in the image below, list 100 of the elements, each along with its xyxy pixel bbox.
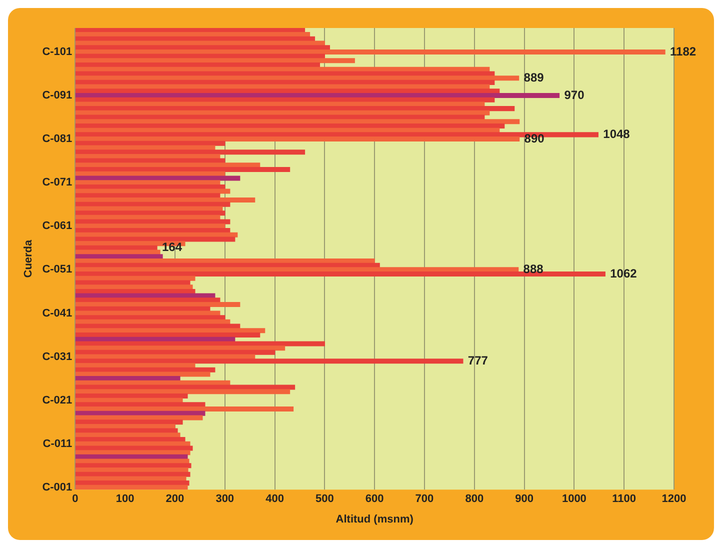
bar: [75, 167, 290, 172]
y-tick-label: C-001: [42, 481, 72, 494]
bar: [75, 176, 240, 181]
bar: [75, 480, 190, 486]
x-tick-label: 0: [72, 493, 78, 506]
bar: [75, 358, 464, 364]
bar: [75, 228, 230, 233]
y-tick-label: C-021: [42, 394, 72, 406]
bar: [75, 88, 500, 94]
bar: [75, 110, 490, 116]
bar: [75, 341, 326, 346]
bar: [75, 245, 158, 250]
data-label: 1048: [603, 127, 630, 142]
data-label: 970: [564, 88, 585, 102]
x-tick-label: 900: [515, 493, 534, 506]
x-tick-label: 600: [365, 493, 384, 506]
y-tick-label: C-041: [42, 307, 72, 320]
bar: [75, 272, 606, 277]
bar: [75, 298, 220, 303]
y-tick-label: C-101: [42, 46, 72, 58]
x-axis-title: Altitud (msnm): [336, 513, 414, 526]
bar: [75, 463, 192, 468]
bar: [75, 92, 560, 98]
bar: [75, 446, 193, 451]
bar: [75, 432, 180, 438]
bar: [75, 106, 515, 112]
bar: [75, 236, 236, 242]
x-tick-label: 500: [315, 493, 334, 506]
bar: [75, 40, 326, 46]
bar: [75, 76, 520, 81]
bar: [75, 406, 294, 412]
bar: [75, 162, 260, 168]
bar: [75, 123, 505, 128]
bar: [75, 180, 220, 186]
bar: [75, 267, 519, 272]
bar: [75, 254, 163, 260]
bar: [75, 193, 220, 198]
bar: [75, 284, 193, 290]
bar: [75, 415, 203, 420]
bar: [75, 346, 286, 351]
bar: [75, 62, 320, 68]
bar: [75, 280, 190, 286]
bar: [75, 393, 188, 398]
x-tick-label: 1100: [612, 493, 636, 506]
bar: [75, 476, 186, 482]
x-tick-label: 800: [465, 493, 484, 506]
y-tick-label: C-081: [42, 133, 72, 146]
bar: [75, 214, 220, 220]
x-tick-label: 400: [266, 493, 284, 506]
bar: [75, 376, 180, 382]
bar: [75, 58, 355, 64]
bar: [75, 437, 186, 442]
y-tick-label: C-091: [42, 90, 72, 102]
data-label: 889: [524, 70, 544, 84]
data-label: 1062: [610, 266, 638, 280]
bar: [75, 136, 520, 142]
x-tick-label: 300: [216, 493, 234, 506]
y-axis-title: Cuerda: [22, 238, 35, 278]
x-tick-label: 200: [166, 493, 184, 506]
bar: [75, 454, 188, 460]
bar: [75, 310, 220, 316]
bar: [75, 32, 310, 38]
bar: [75, 198, 256, 203]
bar: [75, 102, 485, 107]
bar: [75, 45, 330, 50]
bar: [75, 80, 495, 85]
bar: [75, 184, 226, 190]
bar: [75, 319, 230, 324]
y-tick-label: C-061: [42, 220, 72, 232]
x-tick-label: 700: [415, 493, 434, 506]
bar: [75, 380, 230, 386]
bar: [75, 484, 188, 490]
bar: [75, 71, 495, 76]
bar: [75, 119, 520, 124]
bar: [75, 206, 223, 212]
bar: [75, 154, 220, 159]
bar: [75, 150, 306, 155]
y-tick-label: C-051: [42, 264, 72, 276]
data-label: 777: [468, 353, 488, 368]
bar: [75, 372, 210, 377]
bar: [75, 315, 226, 320]
bar: [75, 389, 290, 394]
bar: [75, 350, 276, 355]
bar: [75, 49, 666, 54]
bar: [75, 224, 226, 229]
bar: [75, 302, 240, 308]
x-tick-label: 1000: [562, 493, 586, 506]
bar: [75, 258, 375, 264]
y-tick-label: C-071: [42, 176, 72, 189]
bar: [75, 328, 266, 334]
bar: [75, 210, 226, 216]
bar: [75, 424, 176, 429]
bar: [75, 362, 196, 368]
y-tick-label: C-011: [42, 438, 72, 450]
x-tick-label: 100: [116, 493, 134, 506]
bar: [75, 450, 190, 456]
bar: [75, 288, 196, 294]
y-tick-label: C-031: [42, 350, 72, 363]
bar: [75, 467, 188, 473]
bar: [75, 420, 183, 425]
